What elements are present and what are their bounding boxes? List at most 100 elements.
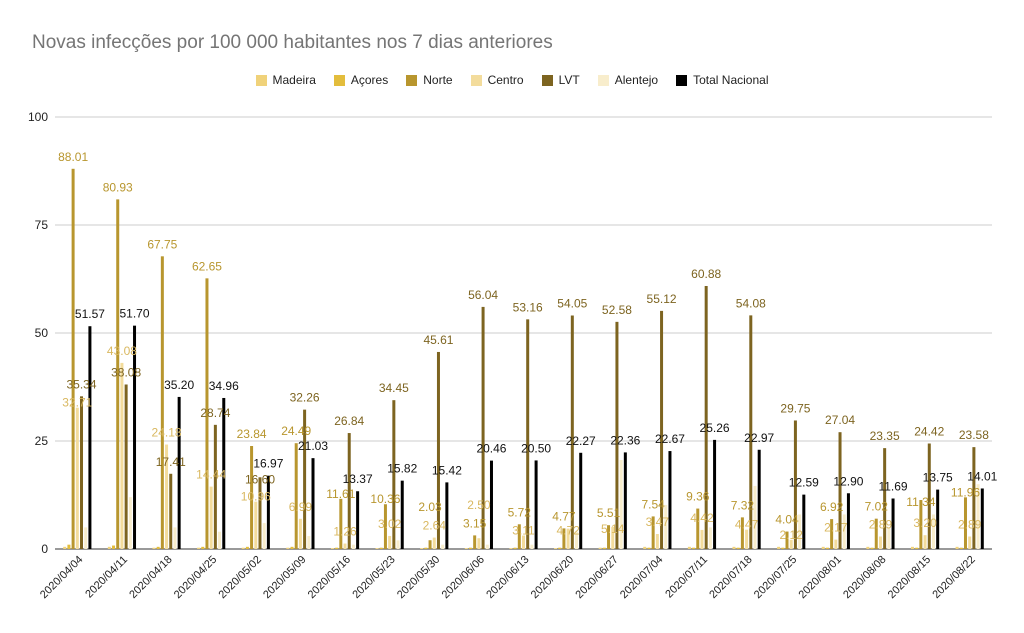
x-tick-label: 2020/07/18 xyxy=(707,554,754,601)
bar-total-nacional xyxy=(891,498,895,549)
x-tick-label: 2020/05/16 xyxy=(306,554,353,601)
data-label: 60.88 xyxy=(691,267,721,281)
bar-lvt xyxy=(347,433,351,549)
bar-lvt xyxy=(793,420,797,549)
x-tick-label: 2020/04/25 xyxy=(172,554,219,601)
bar-alentejo xyxy=(842,514,846,549)
data-label: 4.04 xyxy=(775,513,799,527)
data-label: 27.04 xyxy=(825,413,855,427)
data-label: 2.89 xyxy=(958,518,982,532)
bar-madeira xyxy=(152,547,156,549)
bar-norte xyxy=(562,528,566,549)
bar-norte xyxy=(383,504,387,549)
legend-label: LVT xyxy=(558,73,580,87)
bar-alentejo xyxy=(84,527,88,549)
data-label: 54.05 xyxy=(557,297,587,311)
y-tick-label: 25 xyxy=(35,434,49,448)
bar-açores xyxy=(870,547,874,549)
data-label: 15.82 xyxy=(387,462,417,476)
legend-item[interactable]: Açores xyxy=(333,73,388,87)
legend-item[interactable]: Alentejo xyxy=(597,73,659,87)
legend-item[interactable]: Centro xyxy=(470,73,524,87)
bar-açores xyxy=(915,547,919,549)
bar-total-nacional xyxy=(846,493,850,549)
data-label: 9.36 xyxy=(686,490,710,504)
y-tick-label: 100 xyxy=(28,110,48,124)
bar-madeira xyxy=(107,546,111,549)
data-label: 4.77 xyxy=(552,509,576,523)
legend-swatch xyxy=(470,74,482,86)
data-label: 43.08 xyxy=(107,344,137,358)
legend-item[interactable]: LVT xyxy=(541,73,580,87)
x-tick-label: 2020/04/11 xyxy=(83,554,130,601)
bar-madeira xyxy=(63,546,67,549)
data-label: 52.58 xyxy=(602,303,632,317)
bar-norte xyxy=(830,519,834,549)
data-label: 67.75 xyxy=(147,237,177,251)
data-label: 3.15 xyxy=(463,516,487,530)
data-label: 2.50 xyxy=(467,498,491,512)
bar-total-nacional xyxy=(579,452,583,549)
bar-madeira xyxy=(821,546,825,549)
data-label: 14.01 xyxy=(967,469,997,483)
x-tick-label: 2020/05/30 xyxy=(395,554,442,601)
bar-madeira xyxy=(286,547,290,549)
bar-total-nacional xyxy=(668,451,672,549)
bar-norte xyxy=(696,508,700,549)
data-label: 13.37 xyxy=(343,472,373,486)
bar-alentejo xyxy=(753,485,757,549)
bar-centro xyxy=(432,537,436,549)
bar-norte xyxy=(919,500,923,549)
bar-lvt xyxy=(303,409,307,549)
data-label: 23.84 xyxy=(237,427,267,441)
legend-label: Alentejo xyxy=(614,73,659,87)
bar-norte xyxy=(71,168,75,549)
bar-norte xyxy=(160,256,164,549)
x-tick-label: 2020/07/04 xyxy=(618,554,665,601)
data-label: 3.11 xyxy=(512,524,535,538)
data-label: 2.89 xyxy=(869,518,893,532)
bar-centro xyxy=(75,407,79,549)
data-label: 51.70 xyxy=(120,307,150,321)
bar-lvt xyxy=(392,400,396,549)
bar-açores xyxy=(558,547,562,549)
bar-açores xyxy=(112,545,116,549)
bar-norte xyxy=(250,446,254,549)
x-tick-label: 2020/08/01 xyxy=(797,554,844,601)
bar-alentejo xyxy=(262,523,266,549)
bar-total-nacional xyxy=(311,458,315,549)
bar-açores xyxy=(379,547,383,549)
bar-alentejo xyxy=(351,544,355,549)
data-label: 3.02 xyxy=(378,517,402,531)
data-label: 10.36 xyxy=(370,492,400,506)
bar-lvt xyxy=(972,447,976,549)
bar-alentejo xyxy=(619,460,623,549)
bar-madeira xyxy=(955,546,959,549)
bar-alentejo xyxy=(485,544,489,549)
data-label: 2.17 xyxy=(824,521,848,535)
data-label: 45.61 xyxy=(423,333,453,347)
bar-açores xyxy=(468,547,472,549)
bar-centro xyxy=(566,528,570,549)
data-label: 5.72 xyxy=(508,505,532,519)
legend-item[interactable]: Total Nacional xyxy=(676,73,768,87)
bar-total-nacional xyxy=(623,452,627,549)
bar-açores xyxy=(602,547,606,549)
legend-item[interactable]: Madeira xyxy=(255,73,316,87)
bar-total-nacional xyxy=(222,397,226,549)
data-label: 26.84 xyxy=(334,414,364,428)
legend-item[interactable]: Norte xyxy=(406,73,453,87)
bar-alentejo xyxy=(575,531,579,549)
legend-swatch xyxy=(255,74,267,86)
bar-centro xyxy=(745,529,749,549)
bar-total-nacional xyxy=(133,325,137,549)
data-label: 7.02 xyxy=(865,500,889,514)
x-tick-label: 2020/08/08 xyxy=(841,554,888,601)
bar-total-nacional xyxy=(802,494,806,549)
x-tick-label: 2020/06/13 xyxy=(484,554,531,601)
data-label: 11.34 xyxy=(906,495,935,509)
bar-centro xyxy=(522,535,525,549)
bar-centro xyxy=(343,543,347,549)
data-label: 28.74 xyxy=(200,406,230,420)
